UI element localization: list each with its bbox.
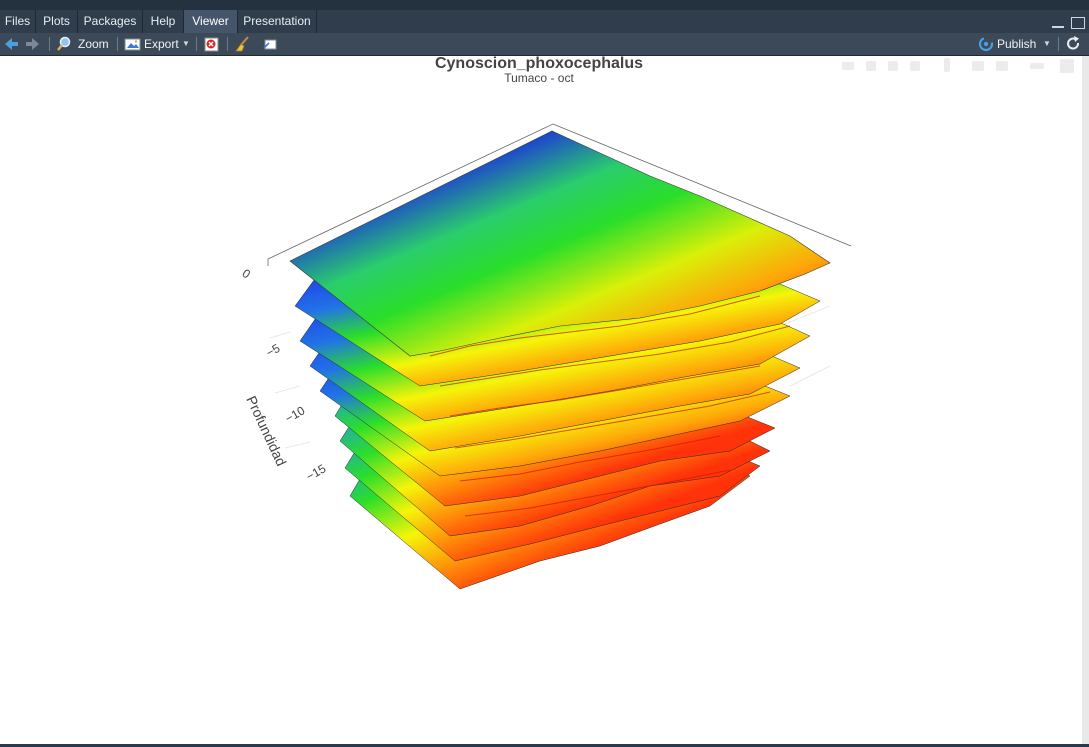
export-label: Export bbox=[144, 37, 179, 51]
viewer-scrollbar[interactable] bbox=[1082, 56, 1089, 746]
zoom-label: Zoom bbox=[78, 37, 109, 51]
publish-dropdown-caret-icon: ▼ bbox=[1043, 39, 1051, 48]
refresh-icon bbox=[1067, 36, 1080, 50]
gridlines bbox=[269, 305, 831, 449]
refresh-button[interactable] bbox=[1064, 33, 1082, 55]
z-tick-label: 0 bbox=[240, 266, 254, 281]
minimize-pane-icon[interactable] bbox=[1051, 24, 1064, 28]
tab-viewer[interactable]: Viewer bbox=[184, 10, 238, 33]
modebar-button[interactable] bbox=[944, 58, 950, 72]
tab-files[interactable]: Files bbox=[0, 10, 36, 33]
remove-document-icon bbox=[204, 37, 219, 52]
zoom-button[interactable]: Zoom bbox=[56, 33, 112, 55]
broom-icon bbox=[235, 36, 249, 52]
toolbar-separator bbox=[49, 37, 50, 51]
remove-viewer-button[interactable] bbox=[203, 33, 221, 55]
toolbar-separator bbox=[1058, 37, 1059, 51]
plotly-3d-surface-plot[interactable]: Cynoscion_phoxocephalus Tumaco - oct 0 −… bbox=[0, 56, 1082, 746]
surface-texture bbox=[429, 295, 791, 517]
toolbar-separator bbox=[196, 37, 197, 51]
z-tick-label: −10 bbox=[283, 403, 308, 425]
pane-window-controls bbox=[1049, 14, 1085, 32]
forward-button[interactable] bbox=[25, 33, 41, 55]
clear-all-viewer-button[interactable] bbox=[233, 33, 251, 55]
tab-packages[interactable]: Packages bbox=[78, 10, 143, 33]
magnifier-icon bbox=[57, 36, 71, 51]
pane-tab-bar: Files Plots Packages Help Viewer Present… bbox=[0, 10, 1089, 33]
export-image-icon bbox=[124, 38, 141, 51]
tab-plots[interactable]: Plots bbox=[36, 10, 78, 33]
back-arrow-icon bbox=[5, 38, 18, 50]
export-dropdown-caret-icon: ▼ bbox=[182, 39, 190, 48]
publish-label: Publish bbox=[997, 37, 1037, 51]
export-button[interactable]: Export ▼ bbox=[124, 33, 190, 55]
back-button[interactable] bbox=[3, 33, 19, 55]
viewer-toolbar: Zoom Export ▼ Publish ▼ bbox=[0, 33, 1089, 56]
plot-title: Cynoscion_phoxocephalus bbox=[435, 56, 643, 72]
modebar-button[interactable] bbox=[972, 61, 984, 71]
pane-bottom-border bbox=[0, 744, 1089, 747]
z-tick-label: −5 bbox=[264, 341, 283, 360]
modebar-button[interactable] bbox=[1060, 59, 1074, 73]
z-tick-label: −15 bbox=[304, 461, 329, 483]
toolbar-separator bbox=[117, 37, 118, 51]
modebar-button[interactable] bbox=[842, 62, 854, 70]
depth-layers bbox=[289, 130, 831, 590]
new-window-icon bbox=[263, 39, 277, 50]
viewer-pane: Cynoscion_phoxocephalus Tumaco - oct 0 −… bbox=[0, 56, 1082, 746]
modebar-button[interactable] bbox=[1030, 63, 1044, 69]
tab-help[interactable]: Help bbox=[143, 10, 184, 33]
plot-modebar[interactable] bbox=[842, 58, 1074, 73]
modebar-button[interactable] bbox=[888, 61, 898, 71]
publish-button[interactable]: Publish ▼ bbox=[977, 33, 1053, 55]
plot-subtitle: Tumaco - oct bbox=[504, 71, 574, 85]
tab-presentation[interactable]: Presentation bbox=[238, 10, 317, 33]
maximize-pane-icon[interactable] bbox=[1071, 16, 1085, 29]
forward-arrow-icon bbox=[26, 38, 39, 50]
toolbar-separator bbox=[227, 37, 228, 51]
show-in-new-window-button[interactable] bbox=[262, 33, 278, 55]
depth-layer-top bbox=[289, 130, 831, 357]
scene-axes bbox=[267, 123, 852, 266]
modebar-button[interactable] bbox=[996, 61, 1008, 71]
modebar-button[interactable] bbox=[910, 61, 920, 71]
z-axis-title: Profundidad bbox=[243, 393, 289, 468]
modebar-button[interactable] bbox=[866, 61, 876, 71]
publish-icon bbox=[978, 36, 994, 52]
